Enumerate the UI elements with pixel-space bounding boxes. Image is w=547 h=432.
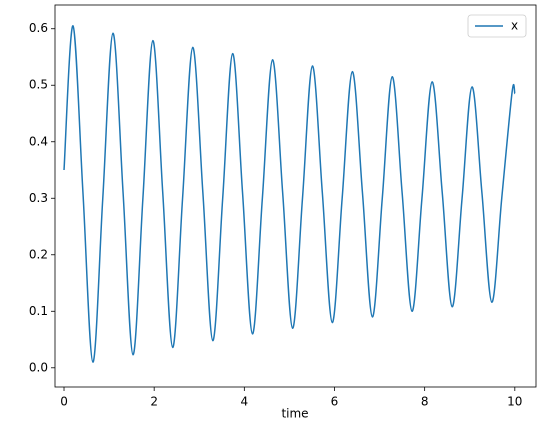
plot-frame xyxy=(54,4,537,388)
y-tick-label: 0.0 xyxy=(29,360,48,374)
y-tick-label: 0.5 xyxy=(29,78,48,92)
y-tick-label: 0.6 xyxy=(29,21,48,35)
data-line xyxy=(63,25,516,363)
x-tick-label: 0 xyxy=(60,395,68,409)
x-tick-label: 10 xyxy=(507,395,522,409)
x-tick-label: 4 xyxy=(241,395,249,409)
x-tick-label: 6 xyxy=(331,395,339,409)
y-tick-label: 0.2 xyxy=(29,247,48,261)
y-tick-label: 0.4 xyxy=(29,134,48,148)
x-axis-label: time xyxy=(281,407,308,421)
x-tick-label: 8 xyxy=(421,395,429,409)
y-tick-label: 0.3 xyxy=(29,191,48,205)
legend-label: x xyxy=(511,19,518,33)
y-tick-label: 0.1 xyxy=(29,304,48,318)
x-tick-label: 2 xyxy=(150,395,158,409)
